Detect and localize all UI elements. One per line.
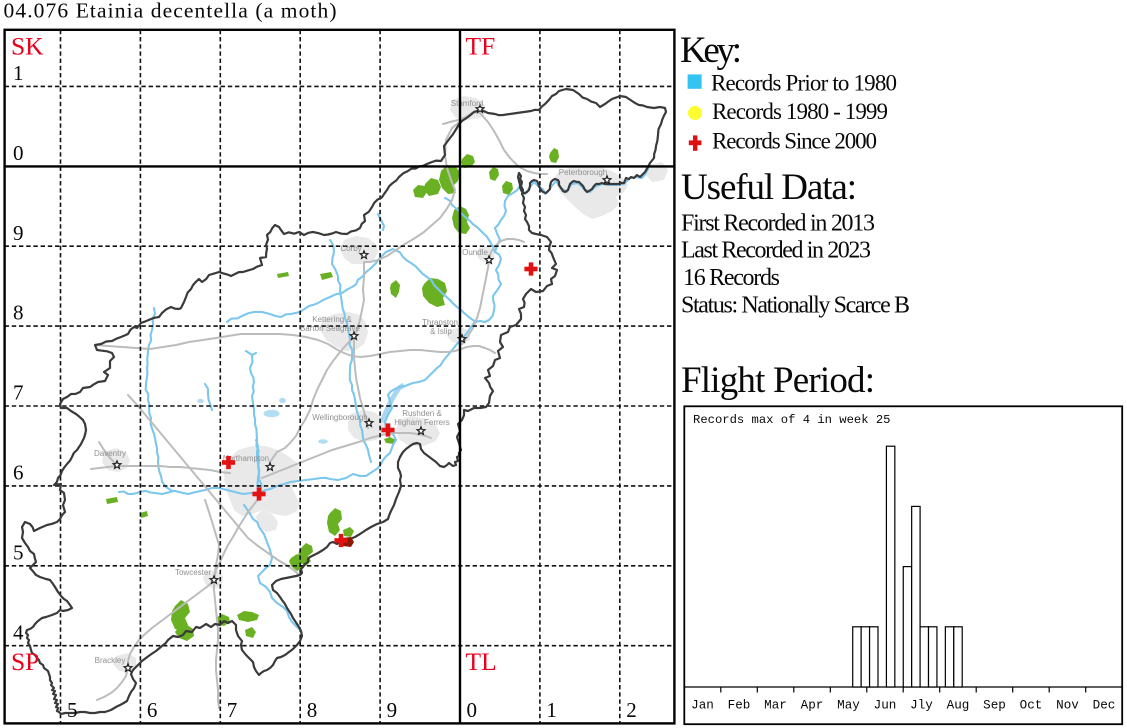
svg-text:Aug: Aug — [947, 699, 970, 713]
svg-text:Jun: Jun — [874, 699, 897, 713]
svg-text:SK: SK — [11, 32, 44, 61]
svg-text:0: 0 — [13, 141, 24, 165]
svg-text:2: 2 — [626, 698, 637, 722]
svg-text:7: 7 — [227, 698, 238, 722]
svg-text:8: 8 — [307, 698, 318, 722]
svg-text:5: 5 — [13, 540, 24, 564]
svg-text:Feb: Feb — [728, 699, 751, 713]
svg-text:Stamford: Stamford — [451, 99, 483, 108]
svg-text:6: 6 — [147, 698, 158, 722]
svg-text:Last Recorded in 2023: Last Recorded in 2023 — [681, 238, 871, 264]
svg-text:Daventry: Daventry — [94, 449, 126, 458]
svg-text:Thrapston: Thrapston — [422, 318, 458, 327]
svg-text:May: May — [837, 699, 860, 713]
svg-text:& Islip: & Islip — [430, 327, 452, 336]
svg-text:Useful Data:: Useful Data: — [681, 167, 857, 208]
svg-text:SP: SP — [11, 647, 39, 676]
svg-text:Nov: Nov — [1056, 699, 1079, 713]
svg-text:Apr: Apr — [801, 699, 824, 713]
svg-text:9: 9 — [13, 221, 24, 245]
svg-text:Status: Nationally Scarce B: Status: Nationally Scarce B — [681, 293, 910, 319]
svg-text:Flight Period:: Flight Period: — [681, 360, 875, 401]
svg-text:04.076 Etainia decentella (a m: 04.076 Etainia decentella (a moth) — [4, 0, 338, 23]
svg-text:TL: TL — [466, 647, 497, 676]
svg-text:TF: TF — [466, 32, 496, 61]
svg-text:1: 1 — [546, 698, 557, 722]
svg-text:Oct: Oct — [1020, 699, 1043, 713]
svg-text:Peterborough: Peterborough — [559, 168, 607, 177]
svg-text:Mar: Mar — [764, 699, 787, 713]
svg-text:9: 9 — [387, 698, 398, 722]
svg-text:6: 6 — [13, 461, 24, 485]
svg-text:1: 1 — [13, 61, 24, 85]
svg-text:7: 7 — [13, 381, 24, 405]
svg-text:Sep: Sep — [983, 699, 1006, 713]
svg-text:Brackley: Brackley — [95, 656, 126, 665]
svg-text:Oundle: Oundle — [462, 248, 488, 257]
svg-text:Barton Seagrave: Barton Seagrave — [300, 324, 361, 333]
svg-text:Wellingborough: Wellingborough — [312, 413, 367, 422]
svg-text:0: 0 — [467, 698, 478, 722]
svg-text:Corby: Corby — [340, 244, 361, 253]
svg-text:Records Since 2000: Records Since 2000 — [712, 129, 877, 154]
svg-text:Rushden &: Rushden & — [402, 409, 442, 418]
svg-text:5: 5 — [67, 698, 78, 722]
svg-text:Jly: Jly — [910, 699, 933, 713]
svg-text:4: 4 — [13, 620, 24, 644]
svg-text:First Recorded in 2013: First Recorded in 2013 — [681, 211, 875, 237]
svg-text:Records Prior to 1980: Records Prior to 1980 — [711, 70, 897, 95]
svg-text:Records max of 4 in week 25: Records max of 4 in week 25 — [693, 413, 890, 427]
svg-text:Towcester: Towcester — [175, 568, 211, 577]
svg-text:Dec: Dec — [1093, 699, 1116, 713]
svg-text:Higham Ferrers: Higham Ferrers — [394, 418, 450, 427]
svg-text:Northampton: Northampton — [223, 454, 269, 463]
svg-text:8: 8 — [13, 301, 24, 325]
svg-text:16 Records: 16 Records — [683, 265, 780, 291]
svg-text:Records 1980 - 1999: Records 1980 - 1999 — [712, 99, 888, 124]
svg-text:Jan: Jan — [691, 699, 714, 713]
svg-text:Kettering &: Kettering & — [312, 315, 352, 324]
svg-text:Key:: Key: — [680, 30, 742, 71]
